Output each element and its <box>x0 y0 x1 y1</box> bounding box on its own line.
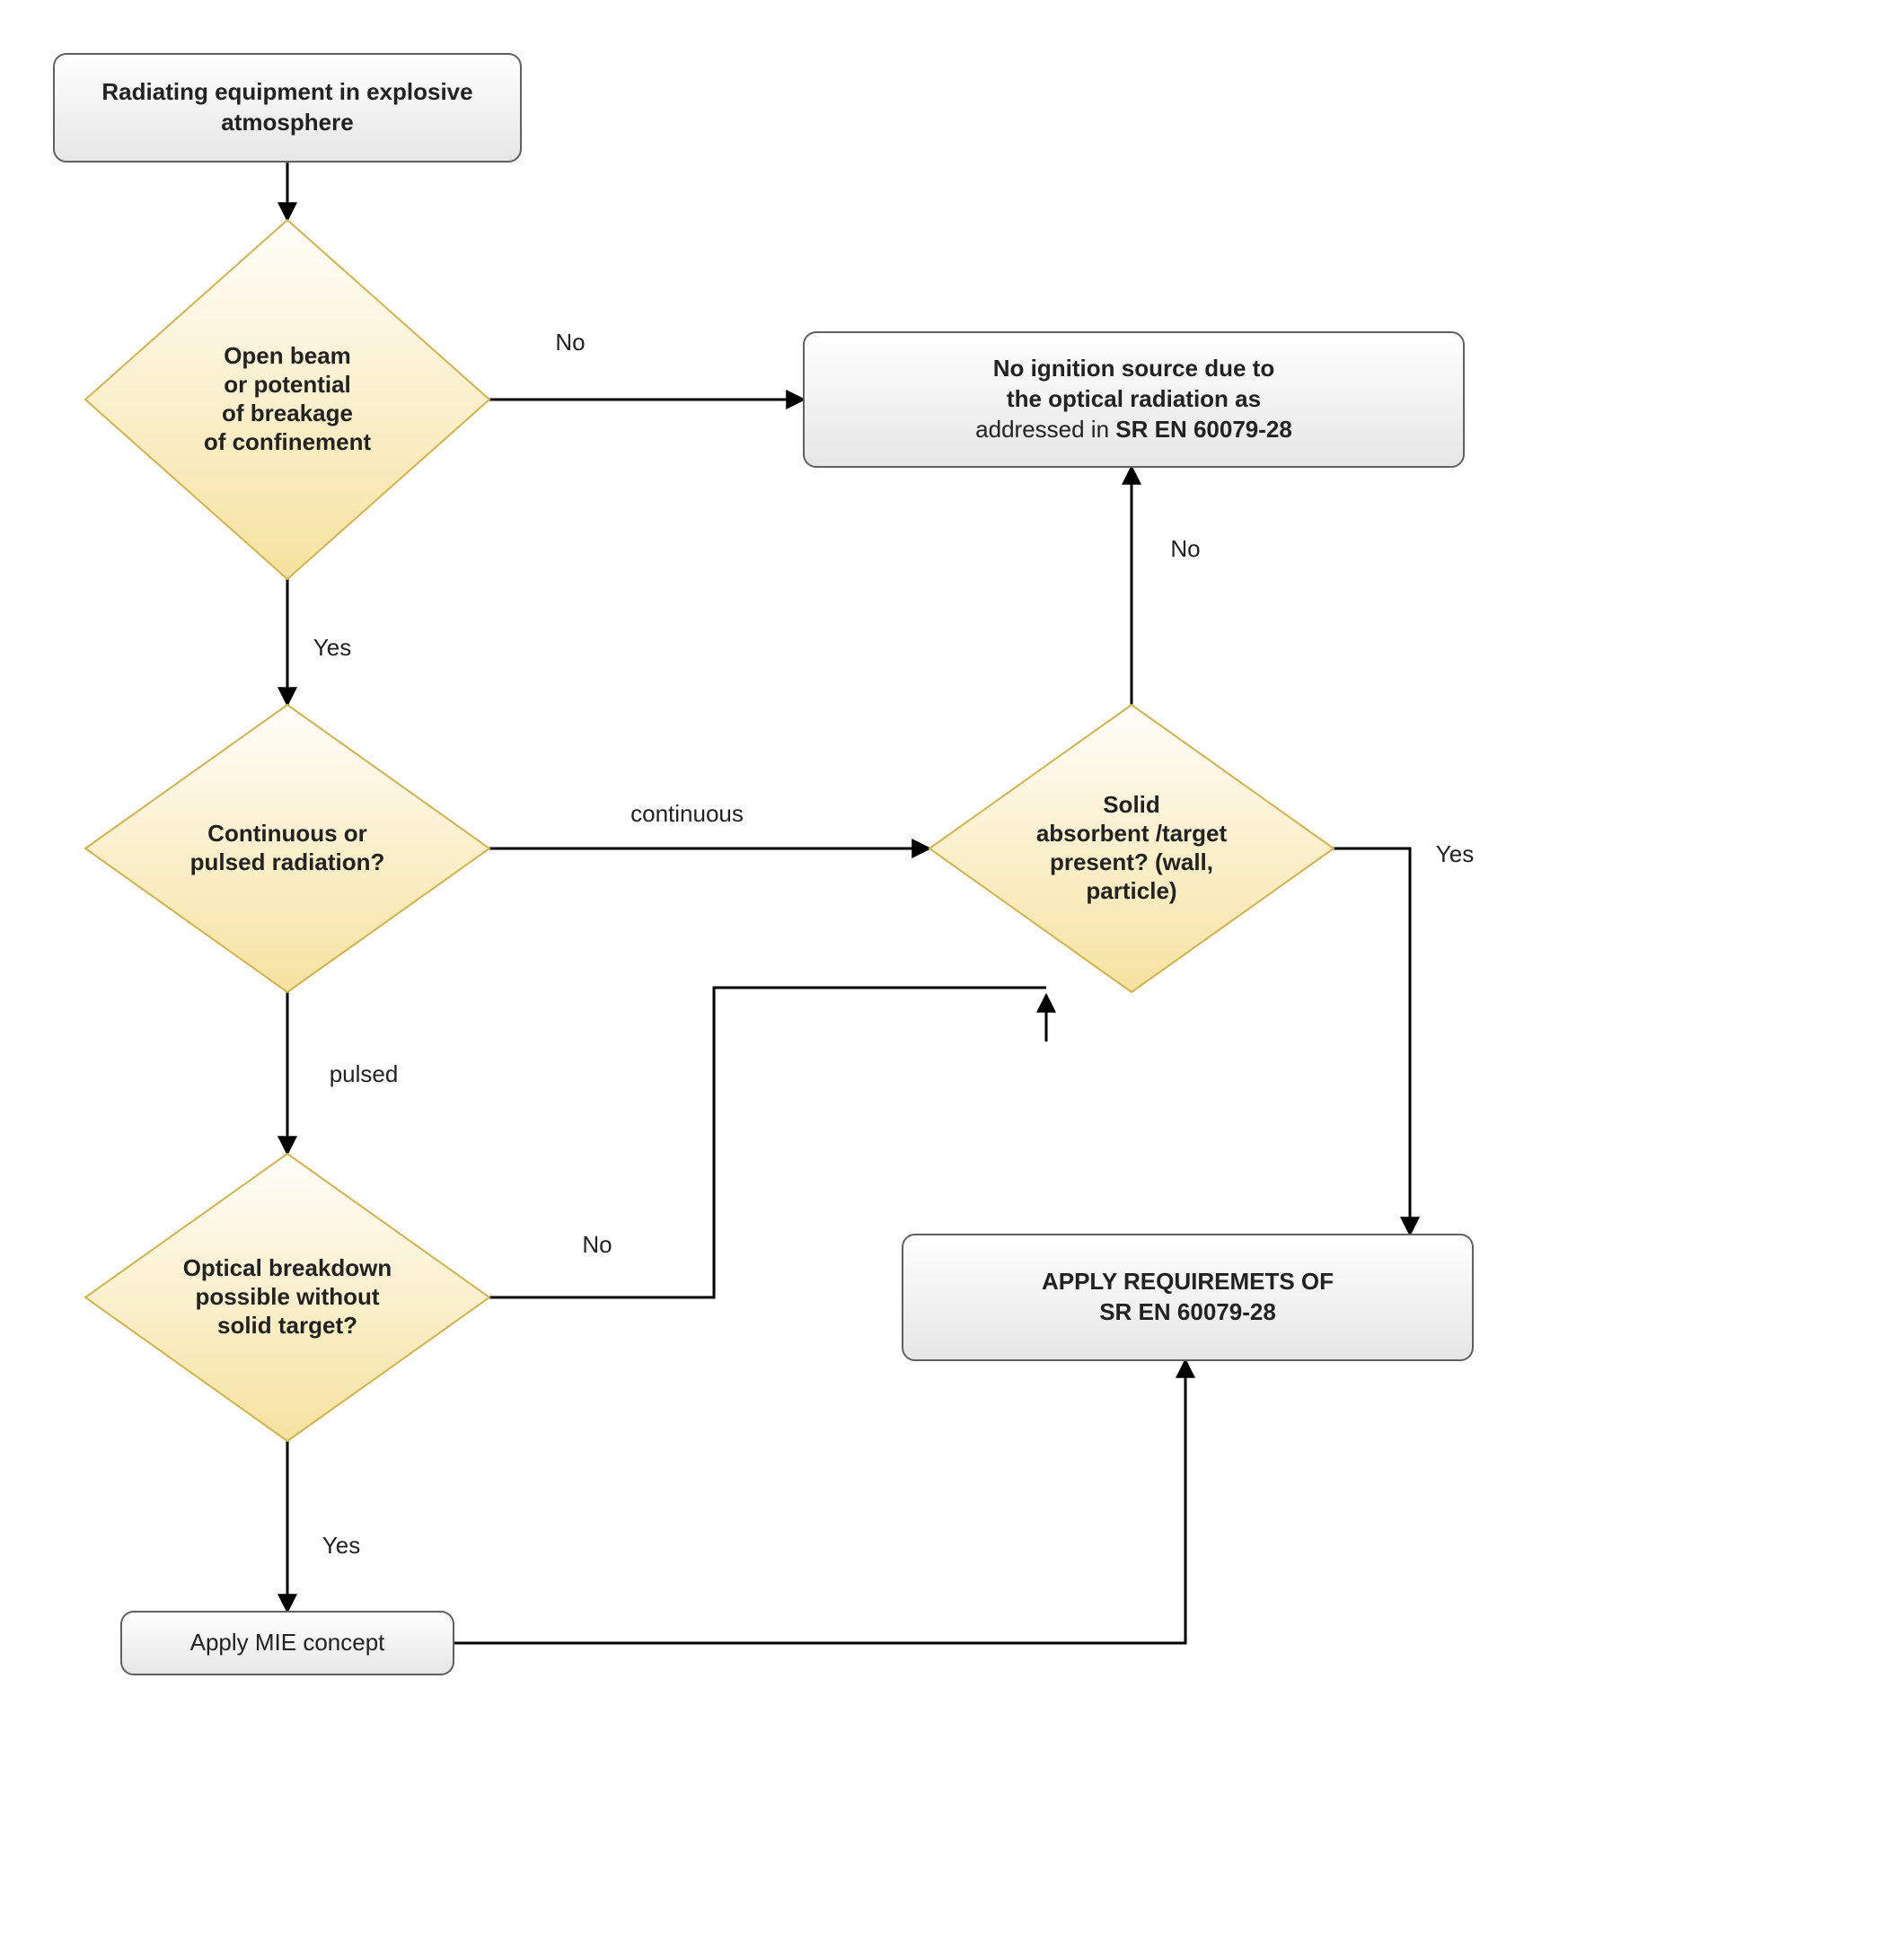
node-text-open_beam-1: or potential <box>224 371 351 398</box>
edge-e10 <box>454 1360 1185 1643</box>
node-text-cont_pulsed-1: pulsed radiation? <box>190 848 385 875</box>
edge-label-e4: continuous <box>630 800 744 827</box>
node-text-start-0: Radiating equipment in explosive <box>101 78 472 105</box>
node-text-open_beam-3: of confinement <box>204 428 372 455</box>
edge-e8 <box>1334 848 1410 1235</box>
edge-label-e7: No <box>1170 535 1200 562</box>
edge-label-e5: pulsed <box>330 1060 399 1087</box>
node-text-mie-0: Apply MIE concept <box>190 1629 386 1656</box>
node-text-apply_req-1: SR EN 60079-28 <box>1099 1298 1276 1325</box>
node-text-no_ignition-0: No ignition source due to <box>993 355 1274 382</box>
node-text-solid-2: present? (wall, <box>1050 848 1213 875</box>
node-solid: Solidabsorbent /targetpresent? (wall,par… <box>929 705 1334 992</box>
node-text-no_ignition-2: addressed in SR EN 60079-28 <box>975 416 1292 443</box>
node-cont_pulsed: Continuous orpulsed radiation? <box>85 705 489 992</box>
node-start: Radiating equipment in explosive atmosphe… <box>54 54 521 162</box>
node-text-start-1: atmosphere <box>221 109 353 136</box>
node-text-solid-0: Solid <box>1103 791 1160 818</box>
node-no_ignition: No ignition source due to the optical rad… <box>804 332 1464 467</box>
node-text-apply_req-0: APPLY REQUIREMETS OF <box>1042 1268 1334 1295</box>
node-optical: Optical breakdownpossible withoutsolid t… <box>85 1154 489 1441</box>
node-text-optical-2: solid target? <box>217 1312 357 1339</box>
node-text-optical-1: possible without <box>195 1283 379 1310</box>
node-open_beam: Open beamor potentialof breakageof confi… <box>85 220 489 579</box>
node-text-no_ignition-1: the optical radiation as <box>1007 385 1261 412</box>
node-text-open_beam-2: of breakage <box>222 400 353 426</box>
node-apply_req: APPLY REQUIREMETS OF SR EN 60079-28 <box>903 1235 1473 1360</box>
edge-label-e6: No <box>582 1231 612 1258</box>
flowchart-canvas: No Yes continuous pulsed No No Yes Yes Radiating… <box>0 0 1885 1960</box>
edge-label-e3: Yes <box>313 634 351 661</box>
node-text-optical-0: Optical breakdown <box>183 1254 392 1281</box>
node-text-solid-3: particle) <box>1086 877 1176 904</box>
node-text-open_beam-0: Open beam <box>224 342 351 369</box>
edge-label-e2: No <box>555 329 585 356</box>
edge-label-e9: Yes <box>322 1532 360 1559</box>
node-text-solid-1: absorbent /target <box>1036 820 1228 847</box>
node-mie: Apply MIE concept <box>121 1612 454 1674</box>
node-text-cont_pulsed-0: Continuous or <box>207 820 367 847</box>
edge-label-e8: Yes <box>1436 840 1474 867</box>
